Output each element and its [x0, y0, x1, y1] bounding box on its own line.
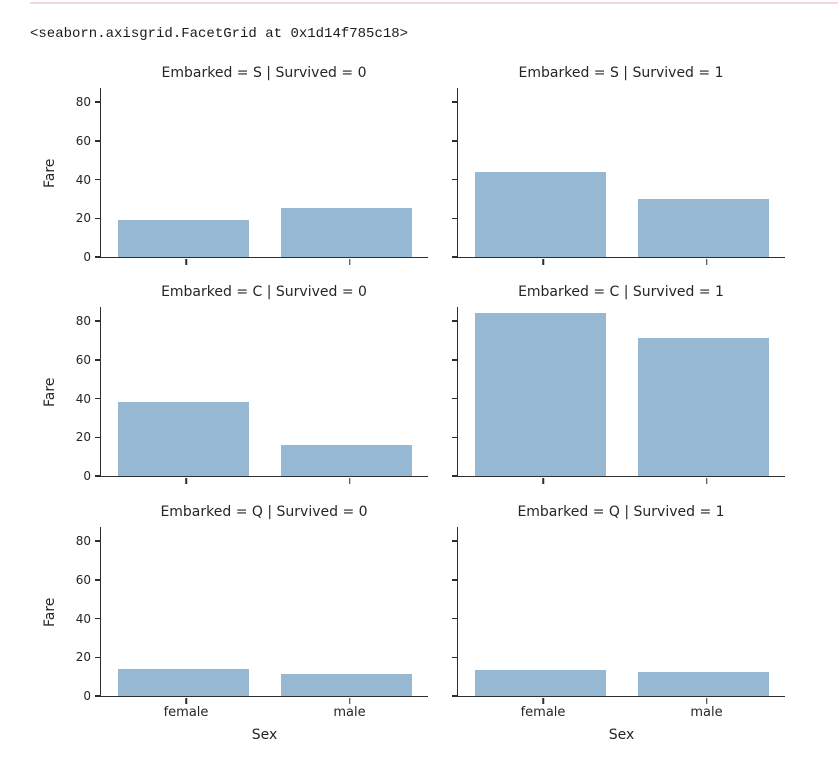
- bar-female: [118, 220, 249, 257]
- x-tick-mark: [705, 258, 708, 265]
- y-tick-mark: [451, 436, 457, 439]
- y-tick-label: 80: [75, 95, 91, 110]
- plot-area: 0 20 40 60 80: [76, 307, 428, 484]
- x-tick-mark: [185, 258, 187, 265]
- y-tick-mark: [94, 397, 100, 400]
- y-tick-mark: [451, 617, 457, 620]
- bar-male: [638, 671, 769, 696]
- facet-title: Embarked = Q | Survived = 0: [160, 504, 368, 520]
- facet-embarked-c-survived-0: Embarked = C | Survived = 0 0 20 40 60 80: [76, 284, 428, 484]
- y-tick-mark: [94, 540, 100, 542]
- y-tick-mark: [94, 579, 100, 581]
- y-tick-label: 80: [75, 534, 91, 549]
- y-tick-label: 0: [83, 689, 91, 703]
- x-axis-label: Sex: [251, 727, 278, 743]
- y-tick-mark: [451, 656, 457, 659]
- plot-area: [451, 307, 785, 484]
- y-axis-label: Fare: [42, 158, 58, 188]
- y-tick-mark: [451, 475, 457, 477]
- bar-female: [118, 402, 249, 476]
- x-tick-mark: [348, 477, 351, 484]
- y-tick-mark: [94, 140, 100, 142]
- y-tick-label: 0: [83, 469, 91, 483]
- x-tick-mark: [185, 477, 187, 484]
- y-tick-mark: [94, 436, 100, 439]
- y-tick-mark: [94, 217, 100, 220]
- xtick-label-female: female: [163, 705, 209, 720]
- plot-area: [451, 88, 785, 265]
- y-tick-mark: [451, 217, 457, 220]
- plot-area: female male Sex: [451, 527, 785, 743]
- y-tick-mark: [451, 320, 457, 322]
- y-tick-mark: [94, 320, 100, 322]
- bar-female: [475, 669, 606, 696]
- y-tick-label: 40: [75, 391, 91, 406]
- y-tick-label: 60: [75, 133, 91, 148]
- bar-male: [638, 198, 769, 257]
- x-tick-mark: [348, 258, 351, 265]
- facet-embarked-s-survived-0: Embarked = S | Survived = 0 0 20 40 60 80: [76, 65, 428, 265]
- xtick-label-female: female: [520, 705, 566, 720]
- repr-text: <seaborn.axisgrid.FacetGrid at 0x1d14f78…: [30, 26, 409, 42]
- facet-title: Embarked = S | Survived = 0: [161, 65, 367, 81]
- facet-title: Embarked = S | Survived = 1: [518, 65, 724, 81]
- y-tick-label: 60: [75, 572, 91, 587]
- y-tick-label: 80: [75, 314, 91, 329]
- bar-male: [281, 673, 412, 696]
- y-tick-mark: [94, 178, 100, 181]
- bar-female: [118, 668, 249, 696]
- y-tick-mark: [451, 178, 457, 181]
- y-tick-mark: [451, 540, 457, 542]
- y-tick-mark: [451, 579, 457, 581]
- cell-top-border: [30, 2, 838, 4]
- bar-female: [475, 313, 606, 476]
- y-tick-mark: [451, 695, 457, 697]
- y-tick-mark: [451, 397, 457, 400]
- y-axis-label: Fare: [42, 377, 58, 407]
- facet-title: Embarked = C | Survived = 1: [518, 284, 724, 300]
- facet-embarked-q-survived-1: Embarked = Q | Survived = 1 female male …: [451, 504, 785, 743]
- bar-female: [475, 171, 606, 257]
- bar-male: [638, 337, 769, 476]
- x-tick-mark: [348, 697, 351, 704]
- bar-male: [281, 207, 412, 257]
- y-tick-mark: [94, 656, 100, 659]
- y-tick-label: 60: [75, 352, 91, 367]
- x-tick-mark: [185, 697, 187, 704]
- y-tick-mark: [94, 475, 100, 477]
- x-tick-mark: [542, 258, 544, 265]
- x-tick-mark: [542, 697, 544, 704]
- y-tick-label: 40: [75, 172, 91, 187]
- facet-embarked-c-survived-1: Embarked = C | Survived = 1: [451, 284, 785, 484]
- plot-area: 0 20 40 60 80: [76, 88, 428, 265]
- y-tick-mark: [451, 140, 457, 142]
- x-axis-label: Sex: [608, 727, 635, 743]
- x-tick-mark: [705, 697, 708, 704]
- y-tick-mark: [451, 101, 457, 103]
- y-tick-label: 20: [75, 430, 91, 445]
- y-tick-mark: [451, 359, 457, 361]
- x-tick-mark: [705, 477, 708, 484]
- x-tick-mark: [542, 477, 544, 484]
- xtick-label-male: male: [690, 705, 723, 720]
- y-tick-mark: [94, 359, 100, 361]
- y-tick-label: 0: [83, 250, 91, 264]
- xtick-label-male: male: [333, 705, 366, 720]
- y-tick-mark: [94, 256, 100, 258]
- plot-area: female male Sex 0 20 40 60 80: [76, 527, 428, 743]
- bar-male: [281, 445, 412, 476]
- y-tick-mark: [94, 695, 100, 697]
- facet-title: Embarked = C | Survived = 0: [161, 284, 367, 300]
- y-tick-label: 40: [75, 611, 91, 626]
- y-tick-label: 20: [75, 650, 91, 665]
- y-tick-mark: [94, 617, 100, 620]
- y-tick-mark: [94, 101, 100, 103]
- facet-embarked-q-survived-0: Embarked = Q | Survived = 0 female male …: [76, 504, 428, 743]
- y-tick-label: 20: [75, 211, 91, 226]
- facet-title: Embarked = Q | Survived = 1: [517, 504, 725, 520]
- y-tick-mark: [451, 256, 457, 258]
- y-axis-label: Fare: [42, 597, 58, 627]
- facet-embarked-s-survived-1: Embarked = S | Survived = 1: [451, 65, 785, 265]
